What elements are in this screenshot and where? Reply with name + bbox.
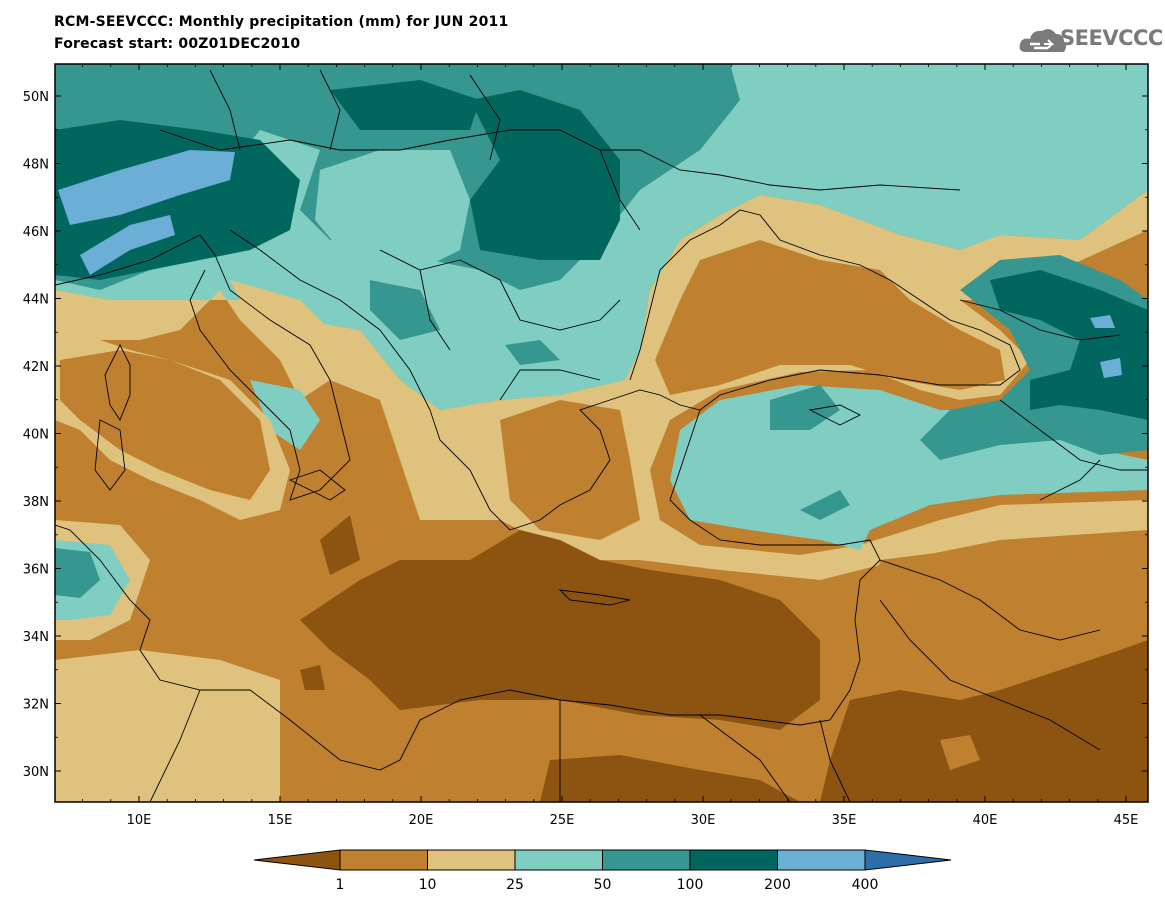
- lon-tick-label: 30E: [691, 813, 716, 828]
- colorbar-segment: [689, 849, 778, 871]
- region-lt1-arabia: [820, 640, 1148, 802]
- region-50-100-anatolia: [770, 385, 840, 430]
- lon-tick-label: 35E: [832, 813, 857, 828]
- colorbar-upper-triangle: [864, 849, 952, 871]
- coastlines-borders: [55, 69, 1148, 802]
- lon-tick-label: 15E: [268, 813, 293, 828]
- colorbar-segment: [427, 849, 516, 871]
- colorbar-label: 25: [506, 877, 524, 893]
- colorbar-lower-triangle: [253, 849, 341, 871]
- region-1-10-black-sea: [655, 240, 1005, 395]
- colorbar-label: 200: [764, 877, 791, 893]
- lat-tick-label: 46N: [23, 225, 49, 240]
- colorbar-segment: [339, 849, 428, 871]
- colorbar-label: 50: [594, 877, 612, 893]
- lat-tick-label: 30N: [23, 765, 49, 780]
- colorbar-segment: [602, 849, 691, 871]
- lat-tick-label: 50N: [23, 90, 49, 105]
- region-200-400-alps: [58, 150, 235, 225]
- region-100-200-caucasus: [990, 270, 1148, 420]
- lat-tick-label: 48N: [23, 158, 49, 173]
- lat-tick-label: 34N: [23, 630, 49, 645]
- region-lt1-med-core: [300, 530, 820, 730]
- region-10-25-sahara: [55, 650, 280, 802]
- lat-tick-label: 36N: [23, 563, 49, 578]
- precipitation-field: [55, 64, 1148, 802]
- colorbar-label: 10: [419, 877, 437, 893]
- longitude-axis: 10E 15E 20E 25E 30E 35E 40E 45E: [82, 64, 1139, 828]
- lon-tick-label: 45E: [1114, 813, 1139, 828]
- lat-tick-label: 32N: [23, 698, 49, 713]
- lat-tick-label: 38N: [23, 495, 49, 510]
- region-25-50-pannonia: [315, 150, 470, 270]
- lon-tick-label: 25E: [550, 813, 575, 828]
- lat-tick-label: 40N: [23, 428, 49, 443]
- logo-text: SEEVCCC: [1060, 26, 1163, 50]
- colorbar-legend: 1 10 25 50 100 200 400: [253, 849, 952, 893]
- lon-tick-label: 40E: [973, 813, 998, 828]
- lon-tick-label: 10E: [127, 813, 152, 828]
- colorbar-segment: [777, 849, 866, 871]
- lat-tick-label: 44N: [23, 293, 49, 308]
- map-title: RCM-SEEVCCC: Monthly precipitation (mm) …: [54, 14, 509, 30]
- colorbar-segment: [514, 849, 603, 871]
- region-100-200-carpathians: [470, 90, 620, 260]
- colorbar-label: 1: [336, 877, 345, 893]
- region-1-10-west-med: [60, 350, 270, 500]
- lat-tick-label: 42N: [23, 360, 49, 375]
- colorbar-label: 400: [852, 877, 879, 893]
- lon-tick-label: 20E: [409, 813, 434, 828]
- forecast-start-label: Forecast start: 00Z01DEC2010: [54, 36, 301, 52]
- colorbar-label: 100: [677, 877, 704, 893]
- latitude-axis: 50N 48N 46N 44N 42N 40N 38N 36N 34N 32N 30N: [23, 90, 1148, 780]
- cloud-logo-icon: [1019, 29, 1066, 52]
